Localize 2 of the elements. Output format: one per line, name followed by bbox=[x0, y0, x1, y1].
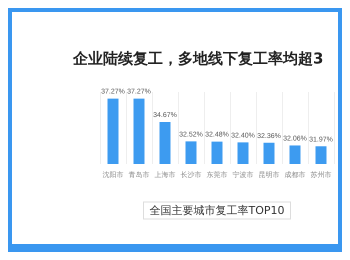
chart-title: 企业陆续复工，多地线下复工率均超3 bbox=[72, 50, 324, 68]
x-axis-title: 全国主要城市复工率TOP10 bbox=[149, 204, 285, 217]
